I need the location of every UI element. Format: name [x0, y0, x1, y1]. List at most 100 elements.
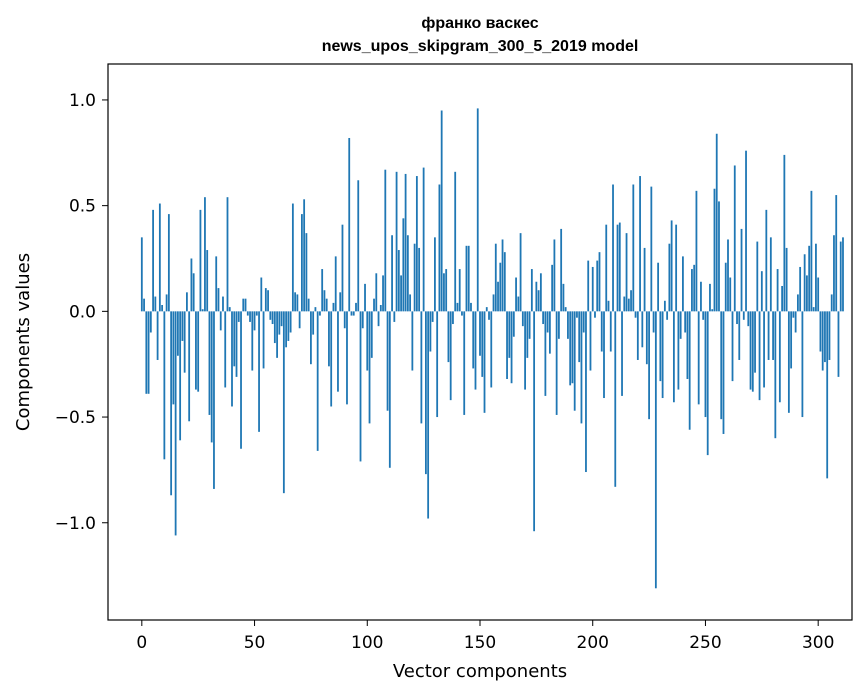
bar [837, 311, 840, 377]
bar [774, 311, 777, 439]
x-tick-label: 50 [244, 633, 266, 653]
bar [801, 311, 804, 418]
bar [382, 275, 384, 312]
bar [693, 264, 696, 312]
bar [310, 311, 312, 365]
bar [659, 311, 662, 382]
bar [776, 269, 779, 312]
bar [727, 239, 729, 312]
bar [634, 311, 637, 318]
x-axis-ticks: 0 50 100 150 200 250 300 [136, 620, 834, 653]
bar [271, 311, 274, 325]
bar [722, 311, 725, 434]
bar [524, 311, 526, 390]
bar [249, 311, 251, 322]
bar [571, 311, 574, 384]
bar [754, 311, 756, 373]
bar [706, 311, 709, 456]
bar [328, 311, 330, 367]
bar [521, 311, 524, 327]
bar [485, 307, 488, 312]
bar [334, 256, 337, 312]
bar [839, 241, 842, 312]
bar [186, 292, 188, 312]
bar [427, 311, 430, 519]
bar [630, 290, 632, 312]
bar [337, 311, 339, 392]
y-tick-label: −1.0 [55, 514, 96, 534]
bar [711, 309, 714, 312]
bar [332, 302, 335, 312]
bar [760, 271, 763, 312]
bar [481, 311, 484, 377]
bar [747, 311, 750, 327]
bar [578, 311, 581, 363]
bar [842, 237, 844, 312]
bar [826, 311, 829, 479]
bar [231, 311, 233, 407]
bar [262, 311, 265, 369]
bar [224, 311, 227, 388]
bar [174, 311, 177, 536]
bar [821, 311, 824, 371]
bar [443, 273, 445, 312]
bar [422, 167, 425, 312]
bar [539, 273, 542, 312]
bar [582, 311, 585, 333]
bar [824, 311, 826, 363]
bar [815, 243, 817, 312]
bar [796, 294, 799, 312]
bar [188, 311, 191, 422]
bar [740, 228, 743, 312]
bar [713, 188, 716, 312]
bar [393, 311, 396, 322]
bar [452, 311, 454, 325]
bar [695, 190, 698, 312]
bar [605, 224, 608, 312]
bar [542, 311, 545, 325]
bar [244, 298, 247, 312]
bar [533, 311, 536, 532]
bar [627, 298, 630, 312]
bar [621, 311, 623, 396]
bar [449, 311, 452, 401]
bar [461, 311, 463, 316]
x-tick-label: 0 [136, 633, 147, 653]
bar [607, 300, 610, 312]
bar [781, 285, 784, 312]
bar [355, 302, 357, 312]
bar [222, 296, 224, 312]
bar [600, 311, 603, 352]
bar [143, 298, 145, 312]
bar [289, 311, 292, 333]
bar [778, 311, 781, 403]
bar [598, 252, 601, 312]
bar [783, 154, 786, 312]
bar [819, 311, 822, 352]
bar [503, 252, 506, 312]
bar [526, 311, 529, 358]
bar [176, 311, 179, 356]
bar [648, 311, 650, 420]
bar [479, 311, 481, 356]
bar [470, 302, 472, 312]
bar [415, 176, 418, 312]
bar [808, 245, 811, 312]
bar [731, 311, 734, 382]
bar [352, 311, 355, 316]
bar [170, 311, 173, 496]
bar [666, 311, 669, 320]
bar [379, 305, 382, 312]
bar [661, 311, 664, 399]
bar [745, 150, 747, 312]
bar [720, 311, 723, 420]
bar [413, 243, 416, 312]
bar [537, 290, 540, 312]
bar [434, 237, 436, 312]
bar [213, 311, 215, 489]
bar [564, 307, 567, 312]
bar [456, 302, 459, 312]
bar [156, 311, 159, 360]
bar [273, 311, 276, 344]
bar [614, 311, 617, 487]
